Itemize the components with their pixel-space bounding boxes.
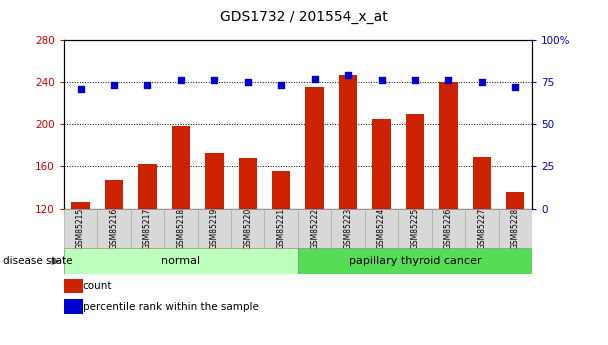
Point: [209, 78, 219, 83]
Bar: [499, 209, 532, 248]
Point: [343, 72, 353, 78]
Text: GSM85227: GSM85227: [477, 208, 486, 249]
Text: GSM85226: GSM85226: [444, 208, 453, 249]
Bar: [105, 180, 123, 209]
Bar: [64, 279, 83, 293]
Bar: [171, 126, 190, 209]
Bar: [472, 157, 491, 209]
Bar: [264, 209, 298, 248]
Bar: [406, 114, 424, 209]
Bar: [198, 209, 231, 248]
Bar: [238, 158, 257, 209]
Text: GSM85215: GSM85215: [76, 208, 85, 249]
Bar: [138, 164, 157, 209]
Bar: [372, 119, 391, 209]
Bar: [231, 209, 264, 248]
Bar: [272, 171, 291, 209]
Text: GSM85228: GSM85228: [511, 208, 520, 249]
Bar: [205, 153, 224, 209]
Bar: [64, 209, 97, 248]
Bar: [398, 209, 432, 248]
Bar: [305, 87, 324, 209]
Bar: [439, 82, 458, 209]
Text: GSM85217: GSM85217: [143, 208, 152, 249]
Text: GSM85223: GSM85223: [344, 208, 353, 249]
Bar: [465, 209, 499, 248]
Bar: [64, 248, 298, 274]
Text: count: count: [83, 281, 112, 291]
Bar: [339, 75, 358, 209]
Text: GDS1732 / 201554_x_at: GDS1732 / 201554_x_at: [220, 10, 388, 24]
Bar: [432, 209, 465, 248]
Text: GSM85216: GSM85216: [109, 208, 119, 249]
Point: [142, 82, 152, 88]
Bar: [298, 209, 331, 248]
Text: percentile rank within the sample: percentile rank within the sample: [83, 302, 258, 312]
Bar: [71, 203, 90, 209]
Point: [376, 78, 387, 83]
Point: [75, 86, 85, 91]
Point: [276, 82, 286, 88]
Bar: [331, 209, 365, 248]
Point: [510, 84, 520, 90]
Text: papillary thyroid cancer: papillary thyroid cancer: [348, 256, 482, 266]
Point: [443, 78, 453, 83]
Point: [309, 76, 320, 81]
Text: GSM85218: GSM85218: [176, 208, 185, 249]
Text: GSM85222: GSM85222: [310, 208, 319, 249]
Point: [243, 79, 253, 85]
Point: [410, 78, 420, 83]
Text: GSM85224: GSM85224: [377, 208, 386, 249]
Bar: [164, 209, 198, 248]
Point: [109, 82, 119, 88]
Text: GSM85220: GSM85220: [243, 208, 252, 249]
Bar: [131, 209, 164, 248]
Bar: [64, 299, 83, 314]
Bar: [506, 192, 525, 209]
Text: GSM85225: GSM85225: [410, 208, 420, 249]
Text: disease state: disease state: [3, 256, 72, 266]
Point: [176, 78, 186, 83]
Point: [477, 79, 486, 85]
Bar: [298, 248, 532, 274]
Text: normal: normal: [161, 256, 201, 266]
Bar: [365, 209, 398, 248]
Text: GSM85221: GSM85221: [277, 208, 286, 249]
Bar: [97, 209, 131, 248]
Text: GSM85219: GSM85219: [210, 208, 219, 249]
